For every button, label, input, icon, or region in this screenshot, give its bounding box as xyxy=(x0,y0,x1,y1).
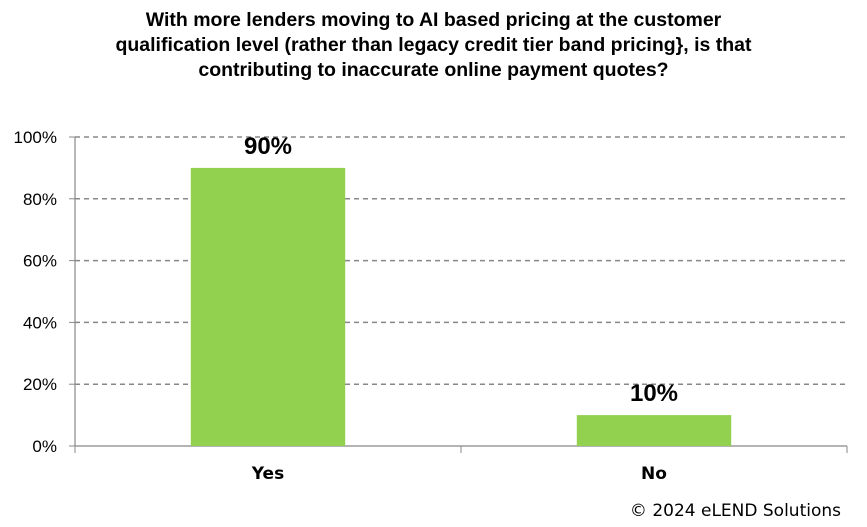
chart-title-line-1: With more lenders moving to AI based pri… xyxy=(145,9,722,31)
y-tick-label: 20% xyxy=(23,375,57,394)
chart-title-line-2: qualification level (rather than legacy … xyxy=(115,34,752,56)
y-tick-label: 40% xyxy=(23,313,57,332)
data-label-no: 10% xyxy=(630,380,678,407)
bar-yes xyxy=(190,167,346,446)
y-tick-label: 60% xyxy=(23,252,57,271)
x-tick-label-yes: Yes xyxy=(251,464,284,484)
y-tick-label: 100% xyxy=(14,128,57,147)
y-tick-label: 0% xyxy=(32,437,57,456)
y-tick-label: 80% xyxy=(23,190,57,209)
copyright-notice: © 2024 eLEND Solutions xyxy=(629,501,841,521)
bar-no xyxy=(576,415,732,446)
x-tick-label-no: No xyxy=(641,464,667,484)
chart-title-line-3: contributing to inaccurate online paymen… xyxy=(198,59,669,81)
data-label-yes: 90% xyxy=(244,133,292,160)
chart-title: With more lenders moving to AI based pri… xyxy=(40,8,827,83)
